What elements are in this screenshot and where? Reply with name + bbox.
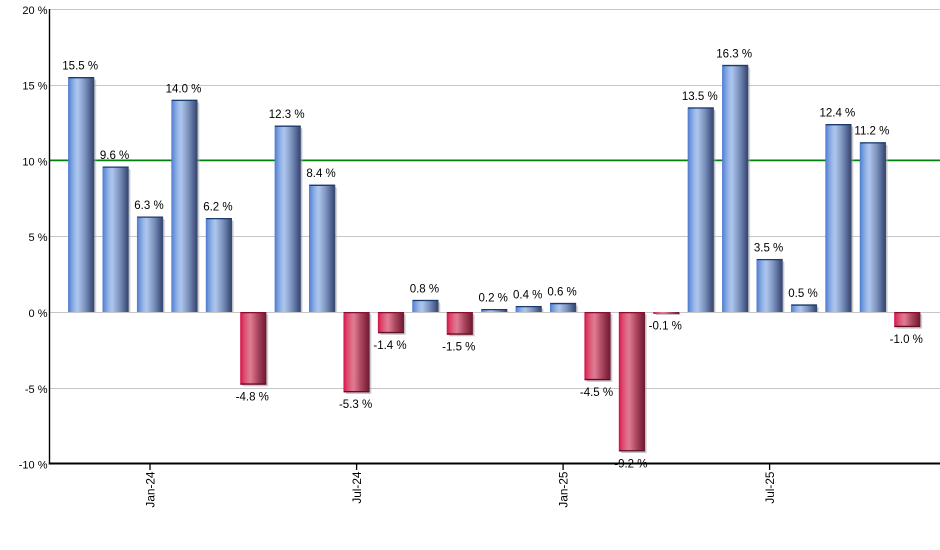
svg-text:-1.5 %: -1.5 % [442, 342, 475, 354]
svg-text:3.5 %: 3.5 % [754, 242, 783, 254]
svg-text:0.5 %: 0.5 % [788, 288, 817, 300]
svg-text:6.2 %: 6.2 % [203, 202, 232, 214]
svg-text:-5 %: -5 % [25, 384, 48, 396]
svg-text:16.3 %: 16.3 % [716, 48, 752, 60]
svg-text:20 %: 20 % [22, 5, 47, 17]
svg-text:-5.3 %: -5.3 % [339, 399, 372, 411]
svg-text:0.4 %: 0.4 % [513, 289, 542, 301]
svg-text:Jan-25: Jan-25 [557, 471, 571, 508]
svg-text:-4.8 %: -4.8 % [236, 392, 269, 404]
svg-text:9.6 %: 9.6 % [100, 150, 129, 162]
svg-text:10 %: 10 % [22, 156, 47, 168]
svg-text:15 %: 15 % [22, 81, 47, 93]
svg-text:0 %: 0 % [29, 308, 48, 320]
svg-text:0.6 %: 0.6 % [547, 286, 576, 298]
svg-text:-4.5 %: -4.5 % [580, 387, 613, 399]
svg-text:13.5 %: 13.5 % [682, 91, 718, 103]
svg-text:-1.0 %: -1.0 % [890, 334, 923, 346]
svg-text:Jul-25: Jul-25 [763, 471, 777, 504]
svg-text:5 %: 5 % [29, 232, 48, 244]
svg-text:6.3 %: 6.3 % [134, 200, 163, 212]
svg-text:-1.4 %: -1.4 % [373, 340, 406, 352]
svg-text:Jan-24: Jan-24 [144, 471, 158, 508]
svg-text:12.4 %: 12.4 % [819, 108, 855, 120]
svg-text:15.5 %: 15.5 % [62, 61, 98, 73]
svg-text:-10 %: -10 % [19, 460, 48, 472]
svg-text:8.4 %: 8.4 % [306, 168, 335, 180]
svg-text:12.3 %: 12.3 % [269, 109, 305, 121]
svg-text:Jul-24: Jul-24 [350, 471, 364, 504]
svg-text:11.2 %: 11.2 % [854, 126, 889, 138]
svg-text:14.0 %: 14.0 % [166, 83, 202, 95]
svg-text:0.8 %: 0.8 % [410, 283, 439, 295]
svg-text:-9.2 %: -9.2 % [614, 458, 647, 470]
svg-text:-0.1 %: -0.1 % [649, 320, 682, 332]
svg-text:0.2 %: 0.2 % [478, 293, 507, 305]
